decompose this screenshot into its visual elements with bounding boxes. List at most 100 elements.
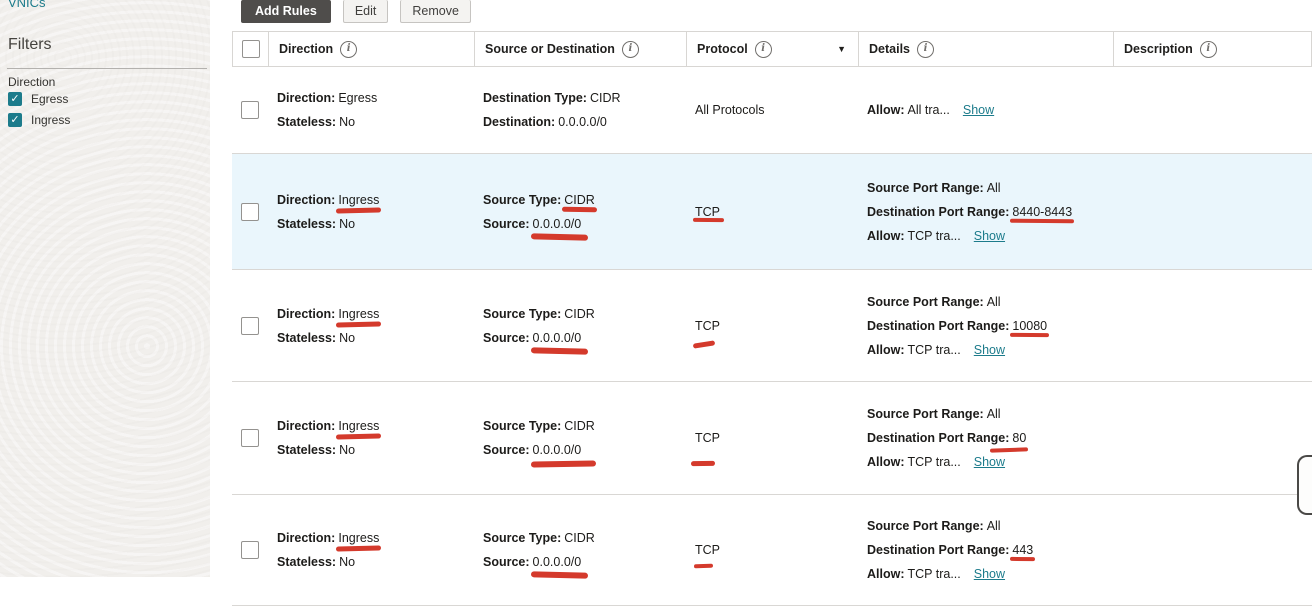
field-label: Source Type:: [483, 192, 562, 207]
details-cell: Allow: All tra... Show: [857, 67, 1112, 153]
field-label: Stateless:: [277, 443, 337, 457]
source-port-value: All: [986, 519, 1001, 533]
stateless-value: No: [339, 555, 356, 569]
sidebar-item-vnics[interactable]: VNICs: [8, 0, 46, 10]
show-link[interactable]: Show: [973, 342, 1006, 357]
field-label: Source Port Range:: [867, 294, 984, 309]
column-header-protocol: Protocol i ▼: [686, 32, 858, 66]
field-label: Direction:: [277, 306, 336, 321]
column-label: Protocol: [697, 42, 748, 56]
dest-port-value: 443: [1012, 543, 1034, 557]
description-cell: [1112, 270, 1312, 381]
security-rules-table: Direction i Source or Destination i Prot…: [232, 31, 1312, 606]
source-port-value: All: [986, 407, 1001, 421]
source-destination-cell: Source Type: CIDR Source: 0.0.0.0/0: [473, 154, 685, 269]
info-icon[interactable]: i: [1199, 40, 1217, 58]
direction-value: Ingress: [338, 531, 380, 545]
protocol-cell: TCP: [685, 382, 857, 494]
protocol-cell: TCP: [685, 154, 857, 269]
field-label: Stateless:: [277, 115, 337, 129]
row-checkbox[interactable]: [240, 316, 259, 335]
edit-button[interactable]: Edit: [342, 0, 389, 23]
show-link[interactable]: Show: [973, 228, 1006, 243]
row-checkbox[interactable]: [240, 541, 259, 559]
details-cell: Source Port Range: All Destination Port R…: [857, 270, 1112, 381]
filter-direction-label: Direction: [8, 75, 56, 89]
info-icon[interactable]: i: [621, 40, 639, 58]
field-label: Destination Port Range:: [867, 204, 1010, 219]
row-checkbox[interactable]: [240, 429, 259, 447]
address-value: 0.0.0.0/0: [558, 115, 607, 129]
field-label: Allow:: [867, 342, 905, 357]
details-cell: Source Port Range: All Destination Port R…: [857, 382, 1112, 494]
allow-value: TCP tra...: [907, 567, 961, 581]
allow-value: TCP tra...: [907, 455, 961, 469]
checkbox-checked-icon[interactable]: ✓: [8, 113, 22, 127]
stateless-value: No: [339, 115, 356, 129]
show-link[interactable]: Show: [973, 567, 1006, 581]
field-label: Source Type:: [483, 419, 562, 433]
column-header-description: Description i: [1113, 32, 1312, 66]
direction-cell: Direction: Ingress Stateless: No: [267, 382, 473, 494]
info-icon[interactable]: i: [754, 40, 772, 58]
column-label: Description: [1124, 42, 1193, 56]
show-link[interactable]: Show: [962, 103, 995, 117]
field-label: Source:: [483, 330, 530, 345]
field-label: Source:: [483, 555, 530, 569]
direction-cell: Direction: Ingress Stateless: No: [267, 495, 473, 605]
protocol-value: TCP: [695, 204, 720, 219]
select-all-cell: [233, 32, 268, 66]
row-checkbox[interactable]: [240, 202, 259, 221]
field-label: Allow:: [867, 228, 905, 243]
info-icon[interactable]: i: [917, 40, 934, 58]
info-icon[interactable]: i: [340, 40, 358, 58]
checkbox-checked-icon[interactable]: ✓: [8, 92, 22, 106]
field-label: Destination Port Range:: [867, 318, 1010, 333]
address-value: 0.0.0.0/0: [532, 443, 582, 457]
dest-port-value: 8440-8443: [1012, 204, 1073, 219]
rules-toolbar: Add Rules Edit Remove: [241, 0, 483, 23]
field-label: Direction:: [277, 192, 336, 207]
details-cell: Source Port Range: All Destination Port R…: [857, 495, 1112, 605]
type-value: CIDR: [589, 91, 621, 105]
protocol-cell: TCP: [685, 495, 857, 605]
right-edge-widget[interactable]: [1297, 455, 1312, 515]
table-header-row: Direction i Source or Destination i Prot…: [232, 31, 1312, 67]
type-value: CIDR: [564, 192, 595, 207]
show-link[interactable]: Show: [973, 455, 1006, 469]
field-label: Destination:: [483, 115, 556, 129]
filters-sidebar: VNICs Filters Direction ✓ Egress ✓ Ingre…: [0, 0, 210, 577]
direction-cell: Direction: Ingress Stateless: No: [267, 154, 473, 269]
address-value: 0.0.0.0/0: [532, 555, 582, 569]
select-all-checkbox[interactable]: [241, 40, 260, 58]
remove-button[interactable]: Remove: [400, 0, 471, 23]
field-label: Destination Port Range:: [867, 431, 1010, 445]
field-label: Allow:: [867, 103, 905, 117]
field-label: Direction:: [277, 531, 336, 545]
field-label: Direction:: [277, 419, 336, 433]
table-row: Direction: Ingress Stateless: No Source Ty…: [232, 270, 1312, 382]
source-port-value: All: [986, 180, 1001, 195]
field-label: Stateless:: [277, 330, 337, 345]
source-destination-cell: Source Type: CIDR Source: 0.0.0.0/0: [473, 382, 685, 494]
add-rules-button[interactable]: Add Rules: [241, 0, 331, 23]
row-checkbox[interactable]: [240, 101, 259, 119]
filter-option-ingress[interactable]: ✓ Ingress: [8, 113, 70, 127]
table-row: Direction: Egress Stateless: No Destinatio…: [232, 67, 1312, 154]
sidebar-divider: [7, 68, 207, 70]
table-row: Direction: Ingress Stateless: No Source Ty…: [232, 495, 1312, 606]
filters-title: Filters: [8, 36, 52, 53]
field-label: Source Port Range:: [867, 407, 984, 421]
filter-option-egress[interactable]: ✓ Egress: [8, 92, 68, 106]
field-label: Allow:: [867, 455, 905, 469]
filter-option-label: Ingress: [31, 113, 71, 127]
description-cell: [1112, 382, 1312, 494]
dest-port-value: 80: [1012, 431, 1027, 445]
column-header-details: Details i: [858, 32, 1113, 66]
filter-option-label: Egress: [31, 92, 69, 106]
type-value: CIDR: [564, 531, 595, 545]
chevron-down-icon[interactable]: ▼: [837, 44, 846, 54]
column-header-source-or-destination: Source or Destination i: [474, 32, 686, 66]
protocol-cell: All Protocols: [685, 67, 857, 153]
direction-cell: Direction: Egress Stateless: No: [267, 67, 473, 153]
